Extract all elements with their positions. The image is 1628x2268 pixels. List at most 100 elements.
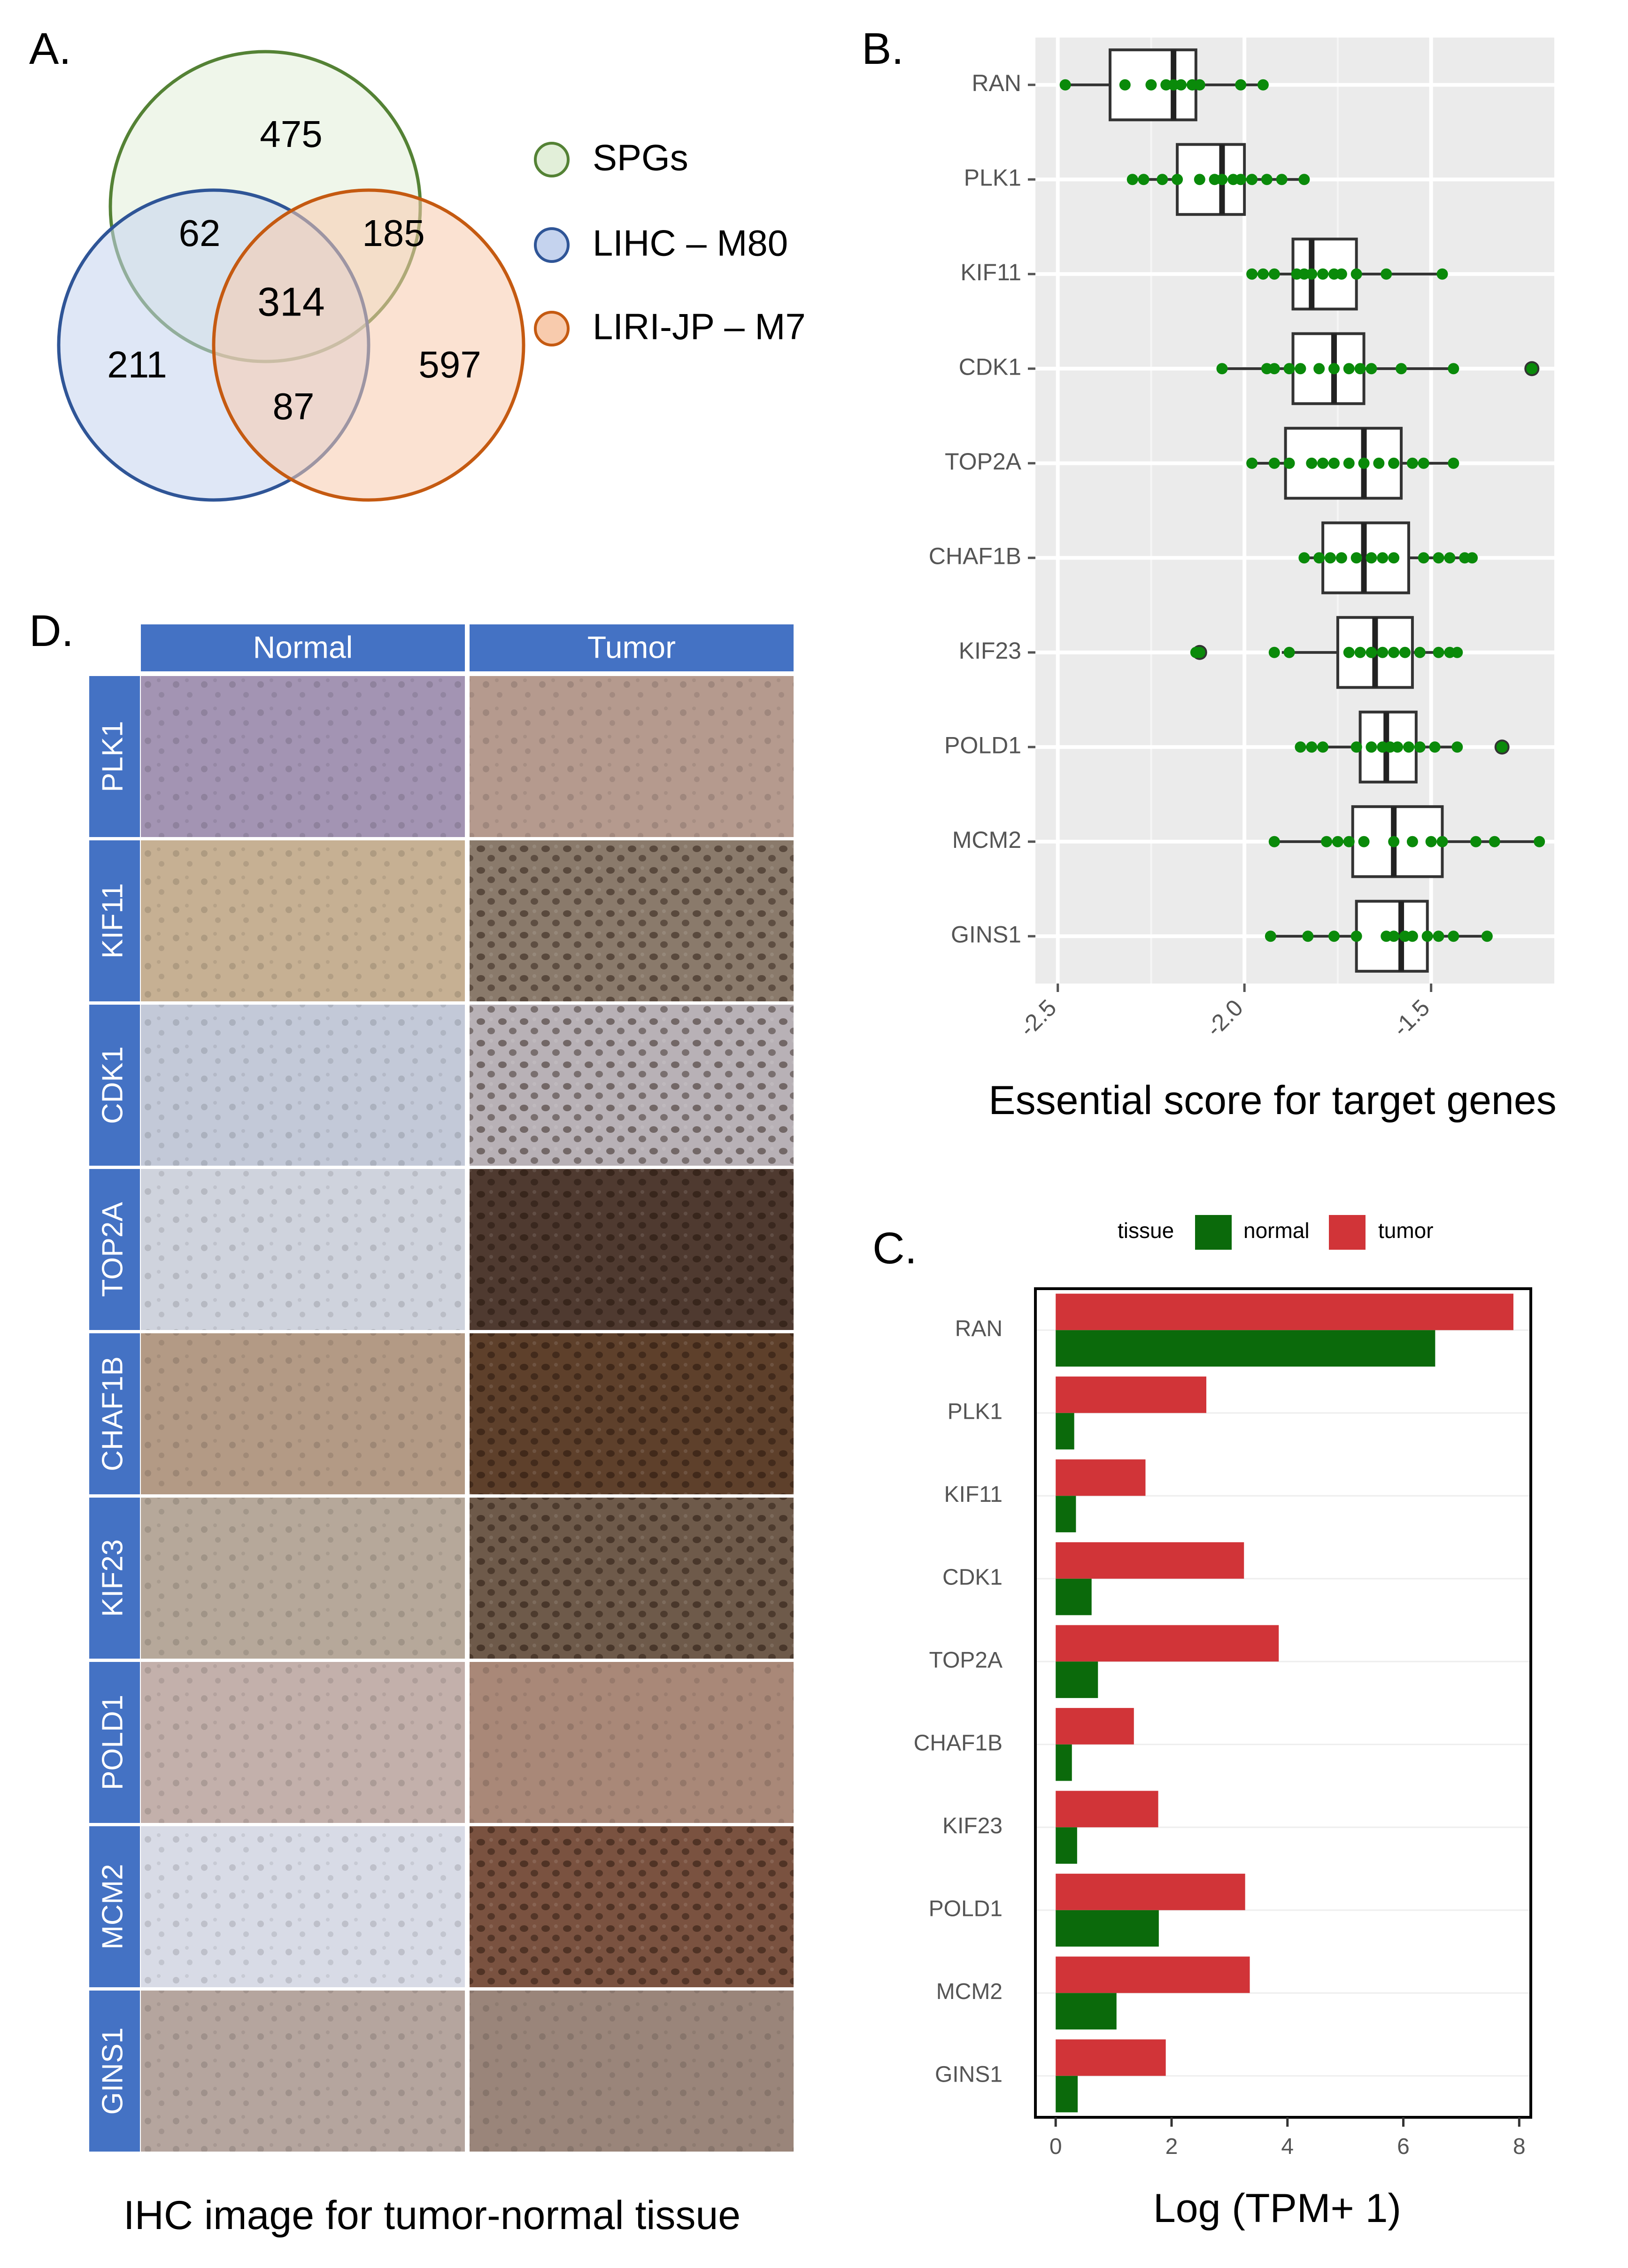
data-point — [1268, 363, 1280, 375]
data-point — [1194, 174, 1205, 185]
row-label-text: PLK1 — [96, 721, 129, 792]
bar-normal-pold1 — [1056, 1910, 1159, 1947]
venn-count-lihc-liri: 87 — [273, 385, 315, 427]
data-point — [1425, 836, 1437, 847]
data-point — [1392, 741, 1404, 753]
column-header-label: Normal — [253, 630, 353, 664]
row-label-kif23 — [89, 1498, 140, 1659]
y-tick-label: RAN — [955, 1316, 1003, 1341]
data-point — [1366, 646, 1377, 658]
y-tick-label: RAN — [972, 70, 1021, 96]
data-point — [1354, 363, 1366, 375]
x-tick-label: 6 — [1397, 2134, 1410, 2159]
ihc-texture — [470, 1991, 794, 2152]
row-label-top2a — [89, 1169, 140, 1330]
data-point — [1429, 741, 1441, 753]
ihc-texture — [141, 1333, 465, 1494]
y-tick-label: GINS1 — [935, 2062, 1003, 2087]
data-point — [1328, 457, 1340, 469]
data-point — [1268, 646, 1280, 658]
data-point — [1433, 552, 1444, 564]
data-point — [1119, 79, 1131, 91]
panel-letter-a: A. — [29, 24, 71, 74]
y-tick-label: CHAF1B — [914, 1730, 1003, 1755]
data-point — [1216, 174, 1228, 185]
data-point — [1418, 457, 1429, 469]
bar-normal-kif11 — [1056, 1496, 1076, 1532]
data-point — [1388, 552, 1400, 564]
data-point — [1366, 552, 1377, 564]
data-point — [1377, 552, 1389, 564]
data-point — [1335, 268, 1347, 280]
data-point — [1194, 79, 1205, 91]
venn-count-lihc-only: 211 — [107, 344, 167, 385]
venn-circle-liri — [212, 188, 525, 502]
data-point — [1381, 268, 1392, 280]
data-point — [1261, 174, 1273, 185]
boxplot-xlabel: Essential score for target genes — [988, 1078, 1557, 1123]
data-point — [1306, 457, 1318, 469]
bar-normal-gins1 — [1056, 2076, 1078, 2113]
venn-count-spg-lihc: 62 — [179, 212, 221, 254]
bar-tumor-gins1 — [1056, 2039, 1166, 2076]
data-point — [1138, 174, 1150, 185]
data-point — [1414, 741, 1426, 753]
y-tick-label: KIF23 — [942, 1814, 1003, 1838]
ihc-texture — [141, 1498, 465, 1659]
data-point — [1388, 457, 1400, 469]
x-tick-label: 4 — [1281, 2134, 1294, 2159]
ihc-texture — [470, 1662, 794, 1823]
data-point — [1283, 363, 1295, 375]
ihc-texture — [141, 1991, 465, 2152]
data-point — [1317, 741, 1329, 753]
data-point — [1388, 930, 1400, 942]
venn-count-spg-liri: 185 — [362, 212, 424, 254]
column-header-label: Tumor — [587, 630, 676, 664]
data-point — [1257, 79, 1269, 91]
data-point — [1373, 457, 1385, 469]
data-point — [1298, 552, 1310, 564]
ihc-texture — [141, 840, 465, 1001]
data-point — [1295, 741, 1306, 753]
data-point — [1325, 552, 1336, 564]
data-point — [1335, 552, 1347, 564]
y-tick-label: GINS1 — [951, 921, 1021, 947]
plot-frame — [1034, 1287, 1532, 2119]
row-label-text: CHAF1B — [96, 1356, 129, 1471]
legend-title: tissue — [1118, 1218, 1174, 1243]
data-point — [1298, 174, 1310, 185]
data-point — [1246, 268, 1258, 280]
data-point — [1172, 174, 1183, 185]
data-point — [1489, 836, 1500, 847]
legend-label-tumor: tumor — [1378, 1218, 1434, 1243]
data-point — [1418, 552, 1429, 564]
data-point — [1406, 930, 1418, 942]
data-point — [1526, 363, 1538, 375]
data-point — [1377, 646, 1389, 658]
essential-score-boxplot: RAN PLK1 KIF11 CDK1 TOP2A CHAF1B KIF23 POLD1 MCM… — [929, 38, 1554, 1042]
data-point — [1388, 646, 1400, 658]
data-point — [1194, 646, 1205, 658]
data-point — [1396, 363, 1407, 375]
venn-legend-label-lihc: LIHC – M80 — [593, 223, 788, 264]
data-point — [1451, 646, 1463, 658]
venn-count-liri-only: 597 — [418, 344, 481, 385]
column-header-tumor — [470, 624, 794, 671]
bar-tumor-ran — [1056, 1293, 1513, 1330]
data-point — [1246, 457, 1258, 469]
x-tick-label: 2 — [1165, 2134, 1178, 2159]
y-tick-label: MCM2 — [952, 827, 1021, 853]
data-point — [1358, 836, 1370, 847]
data-point — [1496, 741, 1508, 753]
data-point — [1235, 174, 1247, 185]
venn-legend-marker-spgs — [534, 142, 570, 177]
data-point — [1388, 836, 1400, 847]
bar-tumor-kif11 — [1056, 1459, 1146, 1496]
data-point — [1448, 930, 1459, 942]
bar-normal-kif23 — [1056, 1827, 1077, 1864]
panel-letter-d: D. — [29, 606, 74, 656]
venn-legend-label-liri: LIRI-JP – M7 — [593, 306, 806, 347]
ihc-texture — [470, 676, 794, 837]
row-label-mcm2 — [89, 1826, 140, 1987]
bar-normal-plk1 — [1056, 1413, 1074, 1450]
